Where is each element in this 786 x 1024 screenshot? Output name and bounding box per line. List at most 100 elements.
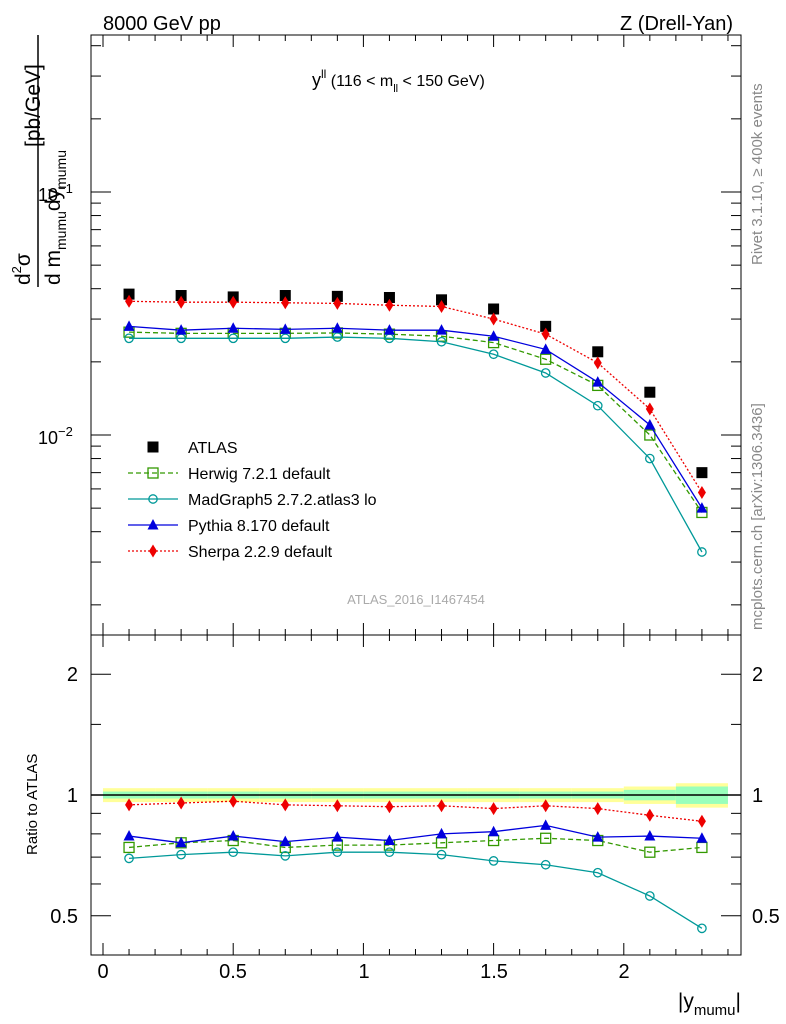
- point-pythia-8-170-default-1: [175, 324, 187, 335]
- point-sherpa-2-2-9-default-3: [281, 296, 290, 310]
- ratio-point-madgraph5-2-7-2-atlas3-lo-6: [436, 849, 447, 860]
- main-panel: yll (116 < mll < 150 GeV) 10−1 10−2 d2σ …: [9, 34, 742, 636]
- rivet-label: Rivet 3.1.10, ≥ 400k events: [749, 83, 766, 265]
- ratio-point-madgraph5-2-7-2-atlas3-lo-7: [488, 856, 499, 866]
- ratio-point-herwig-7-2-1-default-8: [540, 832, 552, 844]
- ratio-point-pythia-8-170-default-7: [488, 825, 500, 837]
- ratio-point-madgraph5-2-7-2-atlas3-lo-11: [697, 923, 707, 934]
- ratio-point-madgraph5-2-7-2-atlas3-lo-5: [384, 847, 395, 858]
- point-madgraph5-2-7-2-atlas3-lo-9: [592, 400, 603, 411]
- xtick-label-1: 1: [358, 961, 369, 983]
- point-pythia-8-170-default-6: [436, 324, 448, 335]
- point-atlas-7: [488, 303, 500, 315]
- point-sherpa-2-2-9-default-11: [697, 485, 706, 499]
- main-ticks: [91, 35, 741, 635]
- ratio-point-pythia-8-170-default-4: [331, 831, 343, 842]
- svg-text:d2σ: d2σ: [9, 253, 35, 285]
- ratio-ytick-label-2-left: 2: [67, 664, 78, 686]
- header-left: 8000 GeV pp: [103, 13, 221, 35]
- ratio-point-sherpa-2-2-9-default-2: [229, 794, 238, 808]
- ratio-point-pythia-8-170-default-2: [227, 830, 239, 841]
- legend-marker-atlas: [147, 441, 159, 453]
- ratio-point-madgraph5-2-7-2-atlas3-lo-4: [332, 847, 343, 858]
- ratio-point-sherpa-2-2-9-default-3: [281, 798, 290, 812]
- series-line-herwig-7-2-1-default: [129, 331, 703, 513]
- point-atlas-5: [383, 291, 395, 303]
- ratio-point-pythia-8-170-default-5: [383, 834, 395, 846]
- point-sherpa-2-2-9-default-5: [385, 298, 394, 312]
- point-sherpa-2-2-9-default-1: [177, 295, 186, 309]
- point-madgraph5-2-7-2-atlas3-lo-10: [644, 453, 655, 464]
- point-atlas-10: [644, 386, 656, 398]
- point-atlas-3: [279, 290, 291, 302]
- legend-label-herwig-7-2-1-default: Herwig 7.2.1 default: [188, 466, 331, 483]
- ratio-point-sherpa-2-2-9-default-10: [645, 808, 654, 822]
- ratio-point-sherpa-2-2-9-default-5: [385, 800, 394, 814]
- legend-label-madgraph5-2-7-2-atlas3-lo: MadGraph5 2.7.2.atlas3 lo: [188, 492, 377, 509]
- ratio-point-sherpa-2-2-9-default-8: [541, 799, 550, 813]
- xlabel: |ymumu|: [678, 990, 741, 1019]
- ratio-point-sherpa-2-2-9-default-7: [489, 802, 498, 816]
- point-atlas-4: [331, 290, 343, 302]
- ratio-point-sherpa-2-2-9-default-6: [437, 799, 446, 813]
- point-atlas-8: [540, 320, 552, 332]
- ratio-line-madgraph5-2-7-2-atlas3-lo: [128, 851, 703, 929]
- ratio-point-sherpa-2-2-9-default-1: [177, 796, 186, 810]
- xtick-label-1.5: 1.5: [480, 961, 508, 983]
- ratio-ylabel: Ratio to ATLAS: [24, 754, 41, 855]
- point-herwig-7-2-1-default-10: [644, 429, 656, 441]
- ratio-point-pythia-8-170-default-10: [644, 830, 656, 841]
- ratio-point-pythia-8-170-default-1: [175, 836, 187, 848]
- ratio-line-sherpa-2-2-9-default: [129, 800, 702, 822]
- point-sherpa-2-2-9-default-4: [333, 296, 342, 310]
- ratio-point-sherpa-2-2-9-default-0: [125, 798, 134, 812]
- point-atlas-6: [436, 294, 448, 306]
- legend-label-pythia-8-170-default: Pythia 8.170 default: [188, 518, 330, 535]
- legend-label-sherpa-2-2-9-default: Sherpa 2.2.9 default: [188, 544, 333, 561]
- point-madgraph5-2-7-2-atlas3-lo-3: [280, 333, 291, 344]
- legend-marker-madgraph5-2-7-2-atlas3-lo: [148, 494, 158, 504]
- point-atlas-9: [592, 346, 604, 358]
- ratio-point-pythia-8-170-default-6: [436, 827, 448, 839]
- xtick-label-0: 0: [97, 961, 108, 983]
- point-pythia-8-170-default-11: [696, 502, 708, 513]
- ratio-ytick-label-1-left: 1: [67, 785, 78, 807]
- point-pythia-8-170-default-0: [123, 320, 135, 331]
- ratio-point-pythia-8-170-default-0: [123, 830, 135, 841]
- main-series: [123, 288, 708, 557]
- legend-label-atlas: ATLAS: [188, 440, 238, 457]
- point-atlas-0: [123, 288, 135, 300]
- point-sherpa-2-2-9-default-9: [593, 356, 602, 370]
- point-pythia-8-170-default-4: [331, 322, 343, 333]
- ratio-line-pythia-8-170-default: [128, 824, 702, 844]
- ratio-point-madgraph5-2-7-2-atlas3-lo-8: [540, 859, 551, 870]
- main-title: yll (116 < mll < 150 GeV): [312, 67, 485, 95]
- ratio-point-pythia-8-170-default-9: [592, 831, 604, 842]
- point-sherpa-2-2-9-default-0: [125, 294, 134, 308]
- point-madgraph5-2-7-2-atlas3-lo-4: [332, 332, 343, 342]
- ratio-point-herwig-7-2-1-default-10: [644, 846, 656, 858]
- point-pythia-8-170-default-9: [592, 376, 604, 387]
- ratio-series: [123, 794, 708, 934]
- ytick-label-0.01: 10−2: [38, 424, 73, 448]
- main-ylabel: d2σ d mmumudymumu [pb/GeV]: [9, 35, 69, 287]
- ytick-label-0.1: 10−1: [38, 181, 73, 205]
- point-madgraph5-2-7-2-atlas3-lo-2: [228, 333, 239, 344]
- ratio-point-herwig-7-2-1-default-0: [123, 841, 135, 854]
- ratio-point-madgraph5-2-7-2-atlas3-lo-0: [124, 853, 134, 864]
- legend-marker-pythia-8-170-default: [147, 519, 159, 530]
- ratio-point-pythia-8-170-default-3: [279, 835, 291, 847]
- ratio-point-sherpa-2-2-9-default-11: [697, 814, 706, 828]
- ratio-point-sherpa-2-2-9-default-9: [593, 802, 602, 816]
- legend: ATLAS Herwig 7.2.1 default MadGraph5 2.7.2…: [128, 440, 377, 561]
- point-madgraph5-2-7-2-atlas3-lo-11: [697, 547, 707, 557]
- header-right: Z (Drell-Yan): [620, 13, 733, 35]
- series-line-pythia-8-170-default: [128, 325, 703, 509]
- point-pythia-8-170-default-5: [383, 324, 395, 335]
- point-pythia-8-170-default-10: [644, 418, 656, 430]
- ratio-panel: 2 1 0.5 2 1 0.5 Ratio to ATLAS 0 0.5 1 1…: [24, 634, 780, 1019]
- ratio-ticks: [91, 635, 741, 955]
- ratio-point-pythia-8-170-default-8: [540, 819, 552, 830]
- point-sherpa-2-2-9-default-10: [645, 402, 654, 416]
- ratio-point-madgraph5-2-7-2-atlas3-lo-2: [228, 847, 239, 858]
